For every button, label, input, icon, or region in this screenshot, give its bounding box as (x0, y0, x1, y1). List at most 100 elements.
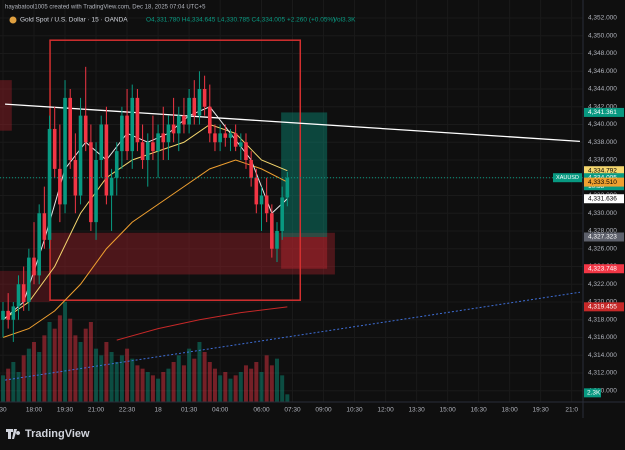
volume-badge-label: 2.3K (587, 390, 601, 397)
candle-body (228, 133, 233, 138)
candle-body (109, 177, 114, 196)
candle-body (83, 115, 88, 143)
price-badge-label: 4,323.748 (588, 265, 617, 272)
candle-body (270, 213, 274, 249)
candle-body (218, 133, 222, 143)
y-tick-label: 4,326.000 (588, 245, 617, 252)
volume-bar (156, 378, 161, 402)
x-tick-label: 12:00 (377, 407, 394, 414)
price-badge (584, 107, 624, 117)
volume-bar (150, 375, 155, 402)
candle-body (104, 124, 109, 196)
candle-body (32, 257, 36, 276)
volume-bar (274, 358, 279, 402)
volume-bar (238, 372, 243, 402)
candle-body (94, 160, 98, 223)
volume-bar (11, 362, 16, 402)
candle-body (47, 128, 52, 240)
candle-body (145, 142, 150, 161)
volume-bar (52, 328, 57, 402)
volume-bar (192, 358, 197, 402)
x-tick-label: 06:00 (253, 407, 270, 414)
y-tick-label: 4,316.000 (588, 334, 617, 341)
y-tick-label: 4,346.000 (588, 68, 617, 75)
volume-bar (285, 394, 290, 402)
price-badge-label: 4,327.323 (588, 234, 617, 241)
volume-bar (42, 335, 47, 402)
candle-body (114, 151, 119, 178)
volume-bar (197, 342, 202, 402)
candle-body (120, 115, 124, 152)
candle-body (68, 97, 73, 161)
candle-body (6, 310, 10, 320)
dashed-trendline (4, 291, 581, 381)
plot (0, 0, 583, 402)
price-badge-label: 4,319.455 (588, 304, 617, 311)
y-tick-label: 4,348.000 (588, 50, 617, 57)
candle-body (156, 133, 160, 152)
y-tick-label: 4,310.000 (588, 387, 617, 394)
moving-average (116, 306, 288, 341)
volume-bar (37, 352, 42, 402)
volume-legend: Vol3.3K (333, 17, 356, 24)
candle-body (42, 213, 47, 240)
y-tick-label: 4,314.000 (588, 352, 617, 359)
volume-bar (57, 315, 62, 402)
x-tick-label: 10:30 (346, 407, 363, 414)
candle-body (244, 142, 248, 161)
price-badge-label: 4,334.792 (588, 167, 617, 174)
candle-body (249, 160, 253, 178)
candle-body (161, 133, 166, 143)
trendline (5, 103, 580, 143)
y-tick-label: 4,318.000 (588, 316, 617, 323)
y-tick-label: 4,320.000 (588, 299, 617, 306)
volume-bar (264, 355, 269, 402)
x-tick-label: 15:00 (439, 407, 456, 414)
brand: TradingView (25, 428, 90, 440)
candle-body (187, 97, 191, 125)
volume-bar (212, 368, 217, 402)
candle-body (37, 213, 41, 276)
candle-body (1, 310, 5, 320)
volume-badge (584, 388, 601, 398)
ohlc-legend: O4,331.780 H4,334.645 L4,330.785 C4,334.… (146, 17, 335, 24)
price-badge (584, 302, 624, 312)
candle-body (63, 97, 67, 205)
volume-bar (114, 362, 119, 402)
price-badge-label: 4,333.510 (588, 179, 617, 186)
volume-bar (161, 372, 166, 402)
volume-bar (254, 362, 259, 402)
candle-body (166, 124, 171, 143)
candle-body (99, 124, 104, 161)
volume-bar (171, 362, 176, 402)
moving-average (2, 123, 288, 321)
volume-bar (145, 372, 150, 402)
price-badge (584, 232, 624, 242)
y-tick-label: 4,338.000 (588, 139, 617, 146)
moving-average (2, 159, 288, 338)
volume-bar (181, 365, 186, 402)
candle-body (285, 177, 290, 198)
y-tick-label: 4,312.000 (588, 370, 617, 377)
x-tick-label: 18:00 (501, 407, 518, 414)
x-tick-label: 01:30 (181, 407, 198, 414)
candle-body (213, 133, 217, 143)
x-tick-label: 18 (154, 407, 162, 414)
volume-bar (21, 355, 26, 402)
logo: TradingView (6, 428, 90, 440)
y-tick-label: 4,328.000 (588, 228, 617, 235)
candle-body (135, 97, 140, 143)
price-badge-label: 4,331.636 (588, 195, 617, 202)
price-badge-label: 4,341.361 (588, 109, 617, 116)
candle-body (192, 97, 197, 116)
zone (0, 80, 12, 131)
price-badge (584, 194, 624, 204)
x-tick-label: 13:30 (408, 407, 425, 414)
candle-body (78, 115, 83, 196)
volume-bar (104, 342, 109, 402)
candle-body (140, 142, 145, 161)
symbol-title: Gold Spot / U.S. Dollar · 15 · OANDA (20, 17, 128, 24)
y-tick-label: 4,342.000 (588, 103, 617, 110)
volume-bar (166, 368, 171, 402)
